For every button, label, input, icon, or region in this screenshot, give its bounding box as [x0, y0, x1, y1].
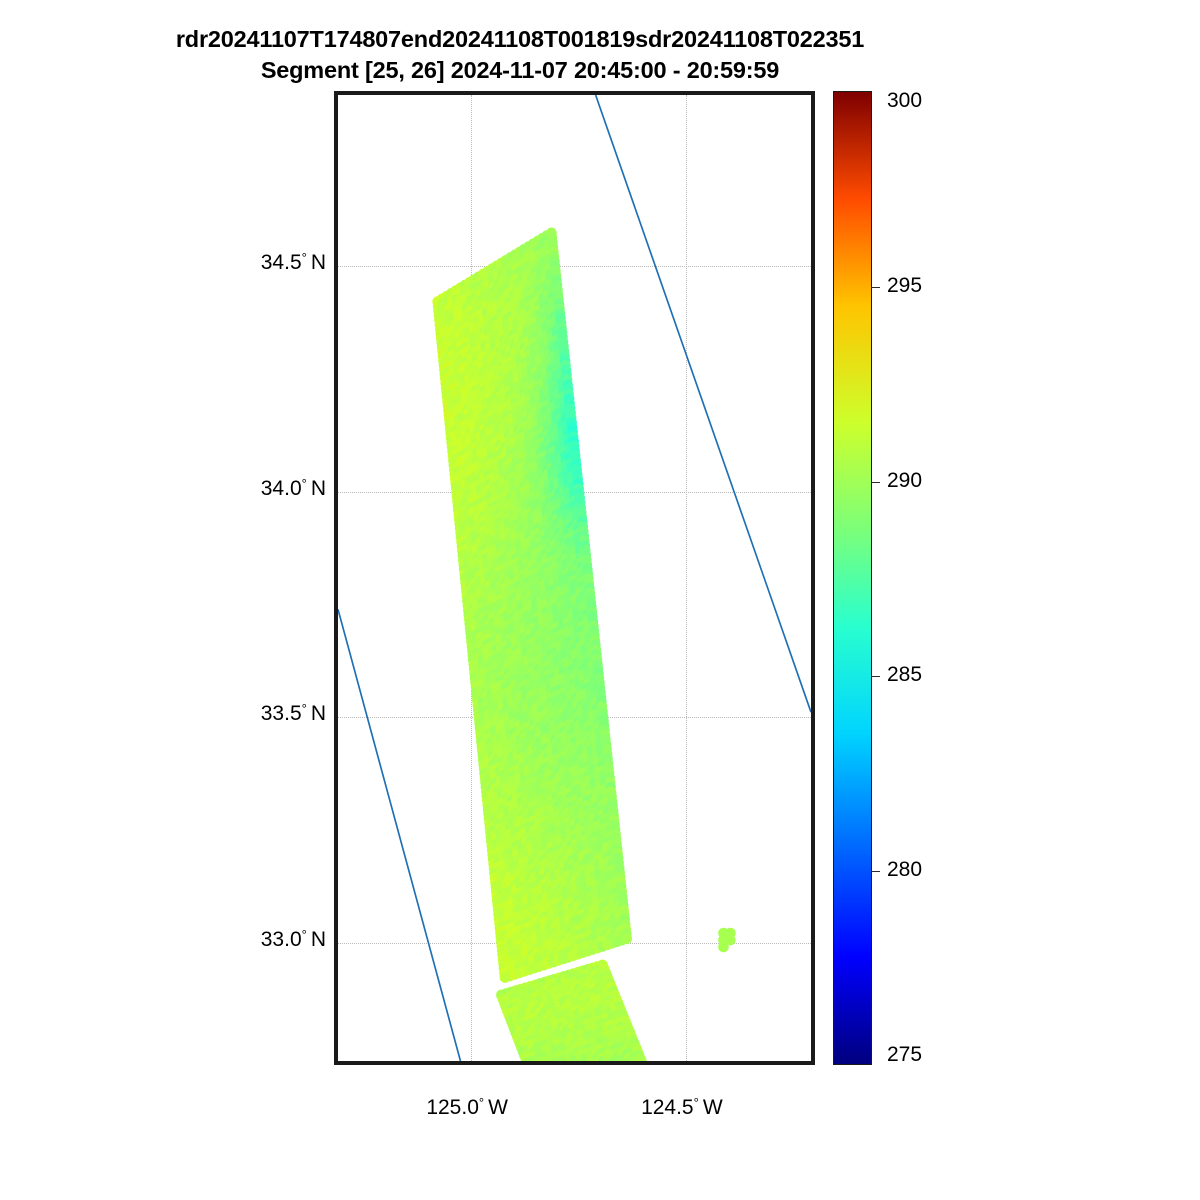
- gridline-lat-34.5: [338, 266, 811, 268]
- swath-segment-25: [432, 227, 633, 983]
- swath-scatter-layer: [432, 227, 736, 1061]
- map-axes[interactable]: [334, 91, 815, 1065]
- gridline-lon-124.5: [685, 95, 687, 1061]
- map-plot-area: [338, 95, 811, 1061]
- figure-title-line-1: rdr20241107T174807end20241108T001819sdr2…: [175, 26, 865, 52]
- figure-title-block: rdr20241107T174807end20241108T001819sdr2…: [0, 24, 1040, 85]
- figure-title-line-2: Segment [25, 26] 2024-11-07 20:45:00 - 2…: [260, 56, 780, 83]
